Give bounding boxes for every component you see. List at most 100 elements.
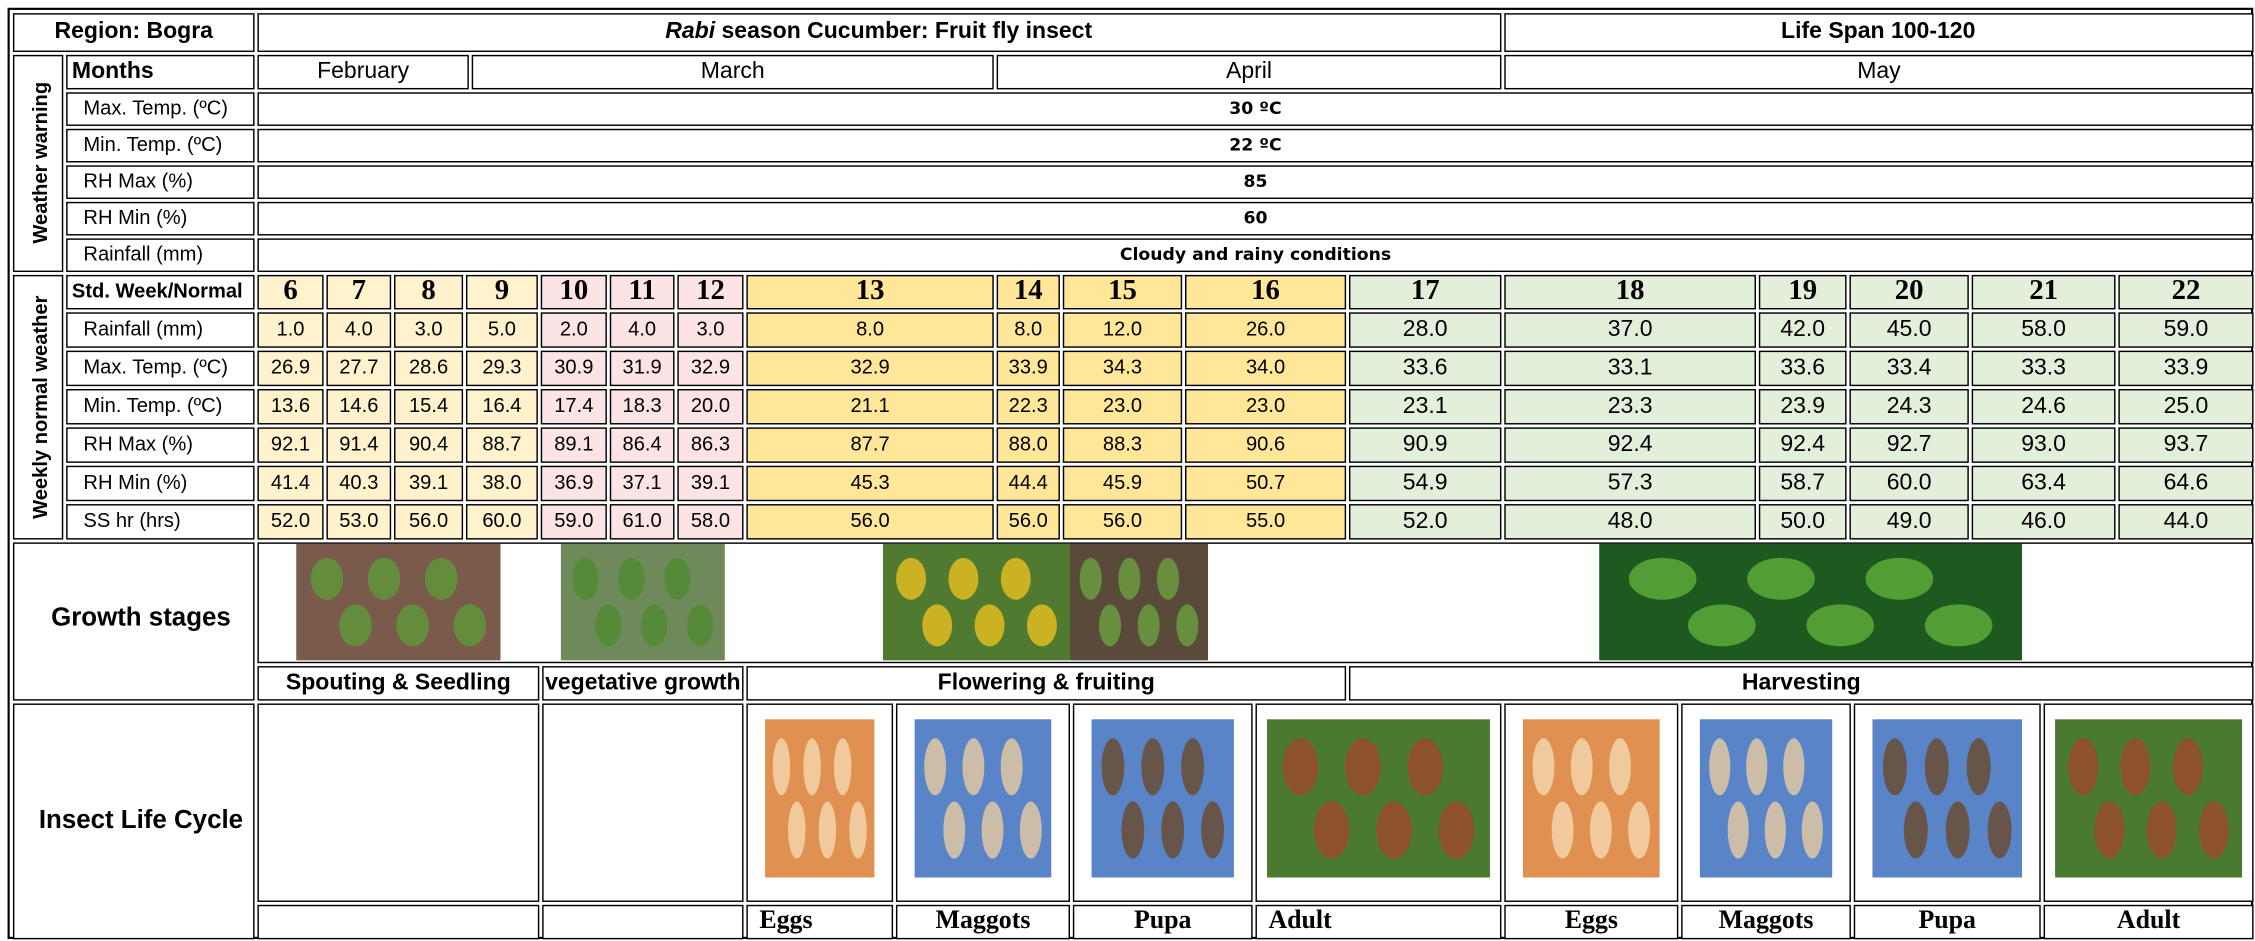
photo-detail [1967, 738, 1991, 795]
weekly-value: 50.7 [1246, 472, 1285, 494]
weekly-value: 61.0 [623, 510, 662, 532]
weekly-value: 34.3 [1103, 357, 1142, 379]
photo-detail [1138, 604, 1160, 646]
photo-detail [1407, 738, 1443, 795]
weekly-value: 88.7 [482, 433, 521, 455]
weekly-value: 24.3 [1887, 392, 1932, 418]
photo-detail [1571, 738, 1593, 795]
weekly-value: 26.9 [271, 357, 310, 379]
photo-detail [572, 558, 598, 600]
photo-detail [641, 604, 667, 646]
weekly-value: 90.4 [409, 433, 448, 455]
photo-detail [1883, 738, 1907, 795]
insect-label: Insect Life Cycle [39, 806, 243, 834]
cell [543, 704, 743, 901]
photo-detail [819, 802, 836, 859]
weekly-value: 37.1 [623, 472, 662, 494]
weekly-value: 33.6 [1780, 353, 1825, 379]
weekly-value: 12.0 [1103, 318, 1142, 340]
cell [543, 906, 743, 939]
weekly-value: 60.0 [482, 510, 521, 532]
growth-label: Growth stages [51, 603, 231, 631]
title: Rabi season Cucumber: Fruit fly insect [665, 17, 1092, 43]
photo-detail [1904, 802, 1928, 859]
photo-detail [396, 604, 429, 646]
photo-detail [1747, 558, 1815, 600]
title-rest: season Cucumber: Fruit fly insect [715, 17, 1092, 43]
weekly-value: 59.0 [554, 510, 593, 532]
weekly-value: 93.7 [2164, 430, 2209, 456]
weekly-value: 42.0 [1780, 315, 1825, 341]
weekly-value: 20.0 [691, 395, 730, 417]
photo-detail [1099, 604, 1121, 646]
weekly-value: 92.4 [1780, 430, 1825, 456]
weekly-value: 33.3 [2021, 353, 2066, 379]
photo-detail [1001, 738, 1023, 795]
warning-value: Cloudy and rainy conditions [1120, 245, 1391, 265]
row-label: Min. Temp. (ºC) [83, 395, 222, 417]
warning-value: 85 [1243, 172, 1267, 192]
weekly-value: 21.1 [850, 395, 889, 417]
weekly-value: 33.9 [2164, 353, 2209, 379]
week-number: 22 [2172, 274, 2201, 306]
photo-detail [1765, 802, 1786, 859]
section-label: Weekly normal weather [30, 295, 52, 518]
weekly-value: 18.3 [623, 395, 662, 417]
weekly-value: 60.0 [1887, 469, 1932, 495]
weekly-value: 92.4 [1608, 430, 1653, 456]
weekly-value: 34.0 [1246, 357, 1285, 379]
week-number: 20 [1895, 274, 1924, 306]
photo-detail [311, 558, 344, 600]
photo-detail [948, 558, 978, 600]
weekly-value: 52.0 [1403, 507, 1448, 533]
weekly-value: 92.1 [271, 433, 310, 455]
photo-detail [1439, 802, 1475, 859]
photo-detail [834, 738, 851, 795]
photo-detail [1027, 604, 1057, 646]
weekly-value: 56.0 [1009, 510, 1048, 532]
schedule-table: Region: BograRabi season Cucumber: Fruit… [0, 0, 2255, 941]
weekly-value: 33.9 [1009, 357, 1048, 379]
row-label: RH Max (%) [83, 433, 193, 455]
weekly-value: 41.4 [271, 472, 310, 494]
photo-detail [595, 604, 621, 646]
month: April [1226, 57, 1272, 83]
growth-stage: vegetative growth [545, 668, 741, 694]
week-number: 16 [1251, 274, 1280, 306]
weekly-value: 58.0 [691, 510, 730, 532]
photo-detail [2199, 802, 2229, 859]
week-number: 15 [1108, 274, 1137, 306]
weekly-value: 28.6 [409, 357, 448, 379]
week-number: 7 [352, 274, 366, 306]
weekly-value: 50.0 [1780, 507, 1825, 533]
row-label: Min. Temp. (ºC) [83, 134, 222, 156]
photo-detail [425, 558, 458, 600]
photo-detail [1628, 802, 1650, 859]
weekly-value: 58.0 [2021, 315, 2066, 341]
weekly-value: 36.9 [554, 472, 593, 494]
warning-value: 30 ºC [1229, 99, 1281, 119]
photo-detail [1345, 738, 1381, 795]
weekly-value: 3.0 [696, 318, 724, 340]
weekly-value: 59.0 [2164, 315, 2209, 341]
weekly-value: 58.7 [1780, 469, 1825, 495]
weekly-value: 46.0 [2021, 507, 2066, 533]
weekly-value: 23.3 [1608, 392, 1653, 418]
weekly-value: 33.6 [1403, 353, 1448, 379]
weekly-value: 5.0 [488, 318, 516, 340]
photo-detail [1925, 738, 1949, 795]
photo-detail [454, 604, 487, 646]
weekly-value: 23.1 [1403, 392, 1448, 418]
photo-detail [1783, 738, 1804, 795]
photo-detail [922, 604, 952, 646]
photo-detail [2068, 738, 2098, 795]
weekly-value: 27.7 [339, 357, 378, 379]
weekly-value: 45.3 [850, 472, 889, 494]
week-number: 17 [1411, 274, 1440, 306]
photo-detail [1001, 558, 1031, 600]
weekly-value: 54.9 [1403, 469, 1448, 495]
weekly-value: 31.9 [623, 357, 662, 379]
weekly-value: 56.0 [409, 510, 448, 532]
weekly-value: 56.0 [850, 510, 889, 532]
weekly-value: 23.0 [1103, 395, 1142, 417]
